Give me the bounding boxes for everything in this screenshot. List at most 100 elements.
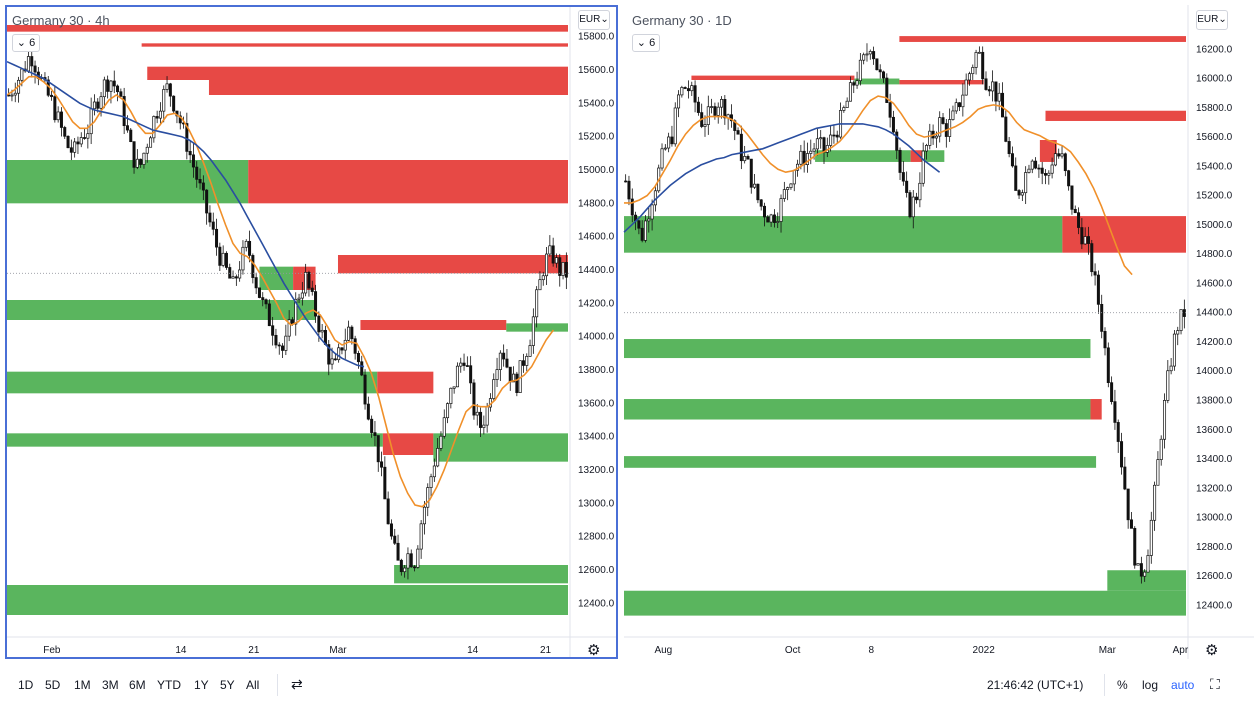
demand-zone [815,150,911,162]
candle-body [683,87,687,89]
chart-panel-1d[interactable]: 16200.0 16000.0 15800.0 15600.0 15400.0 15200… [622,0,1254,662]
candle-body [188,151,192,156]
candle-body [1172,333,1176,367]
candle-body [901,172,905,182]
price-tick-label: 14800.0 [1196,249,1233,260]
candle-body [1090,243,1094,273]
timeframe-5y[interactable]: 5Y [220,678,235,692]
candle-body [1133,527,1137,566]
candle-body [799,150,803,165]
candle-body [875,58,879,71]
supply-zone [147,66,568,80]
candle-body [215,228,219,248]
candle-body [59,111,63,128]
currency-button[interactable]: EUR⌄ [1196,10,1228,30]
candle-body [492,379,496,399]
candle-body [868,51,872,55]
candle-body [50,94,54,97]
candle-body [465,365,469,367]
candle-body [736,130,740,135]
candle-body [109,80,113,92]
supply-zone [1045,110,1186,121]
candle-body [1020,192,1024,196]
timeframe-1y[interactable]: 1Y [194,678,209,692]
timeframe-1m[interactable]: 1M [74,678,91,692]
candle-body [967,73,971,81]
timeframe-all[interactable]: All [246,678,260,692]
candle-body [1007,141,1011,154]
candle-body [419,523,423,550]
candle-body [168,83,172,97]
interval-badge[interactable]: ⌄ 6 [12,34,40,52]
ma-fast-line [624,95,1133,276]
demand-zone [394,565,568,584]
candle-body [20,68,24,81]
candle-body [498,352,502,370]
timeframe-1d[interactable]: 1D [18,678,34,692]
demand-zone [7,433,383,447]
price-tick-label: 13600.0 [578,398,615,409]
candle-body [991,81,995,92]
timeframe-3m[interactable]: 3M [102,678,119,692]
candle-body [125,125,129,131]
candle-body [703,124,707,127]
candle-body [1113,401,1117,423]
auto-toggle[interactable]: auto [1171,678,1195,692]
candle-body [548,245,552,255]
candle-body [1024,172,1028,194]
clock-readout[interactable]: 21:46:42 (UTC+1) [987,678,1084,692]
demand-zone [1107,570,1186,591]
candle-body [720,99,724,108]
price-tick-label: 12400.0 [1196,600,1233,611]
candle-body [772,214,776,223]
price-tick-label: 14000.0 [1196,366,1233,377]
candle-body [713,106,717,116]
supply-zone [7,25,568,32]
price-tick-label: 13200.0 [578,465,615,476]
fullscreen-icon[interactable]: ⛶ [1210,676,1220,692]
interval-badge[interactable]: ⌄ 6 [632,34,660,52]
calendar-range-icon[interactable]: ⇄ [291,676,303,692]
supply-zone [899,36,1186,42]
candle-body [822,137,826,153]
chart-panel-4h[interactable]: 15800.0 15600.0 15400.0 15200.0 15000.0 14800… [0,0,622,662]
candle-body [413,566,417,569]
price-tick-label: 15800.0 [1196,103,1233,114]
price-tick-label: 14400.0 [1196,308,1233,319]
price-tick-label: 15800.0 [578,32,615,43]
chart-title: Germany 30 · 4h [12,13,110,28]
log-toggle[interactable]: log [1142,678,1159,692]
candle-body [938,117,942,137]
candle-body [829,134,833,146]
timeframe-5d[interactable]: 5D [45,678,61,692]
candle-body [267,303,271,327]
candle-body [693,85,697,103]
price-tick-label: 12600.0 [1196,571,1233,582]
settings-gear-icon[interactable]: ⚙ [1205,642,1219,659]
percent-toggle[interactable]: % [1117,678,1128,692]
supply-zone [382,433,434,455]
candle-body [627,180,631,200]
chart-canvas-4h[interactable]: 15800.0 15600.0 15400.0 15200.0 15000.0 14800… [0,0,622,662]
candle-body [330,358,334,365]
price-tick-label: 16200.0 [1196,44,1233,55]
settings-gear-icon[interactable]: ⚙ [587,642,601,659]
candle-body [984,78,988,90]
candle-body [905,180,909,193]
price-tick-label: 13000.0 [1196,513,1233,524]
demand-zone [624,339,1091,359]
ma-slow-line [6,60,365,368]
currency-label: EUR [579,14,601,25]
candle-body [858,59,862,82]
supply-zone [337,255,568,274]
candle-body [515,373,519,393]
currency-button[interactable]: EUR⌄ [578,10,610,30]
candle-body [928,130,932,146]
candle-body [660,148,664,169]
chart-canvas-1d[interactable]: 16200.0 16000.0 15800.0 15600.0 15400.0 15200… [622,0,1254,662]
time-tick-label: 21 [540,645,552,656]
price-tick-label: 15400.0 [1196,161,1233,172]
timeframe-ytd[interactable]: YTD [157,678,181,692]
candle-body [1103,331,1107,349]
timeframe-6m[interactable]: 6M [129,678,146,692]
